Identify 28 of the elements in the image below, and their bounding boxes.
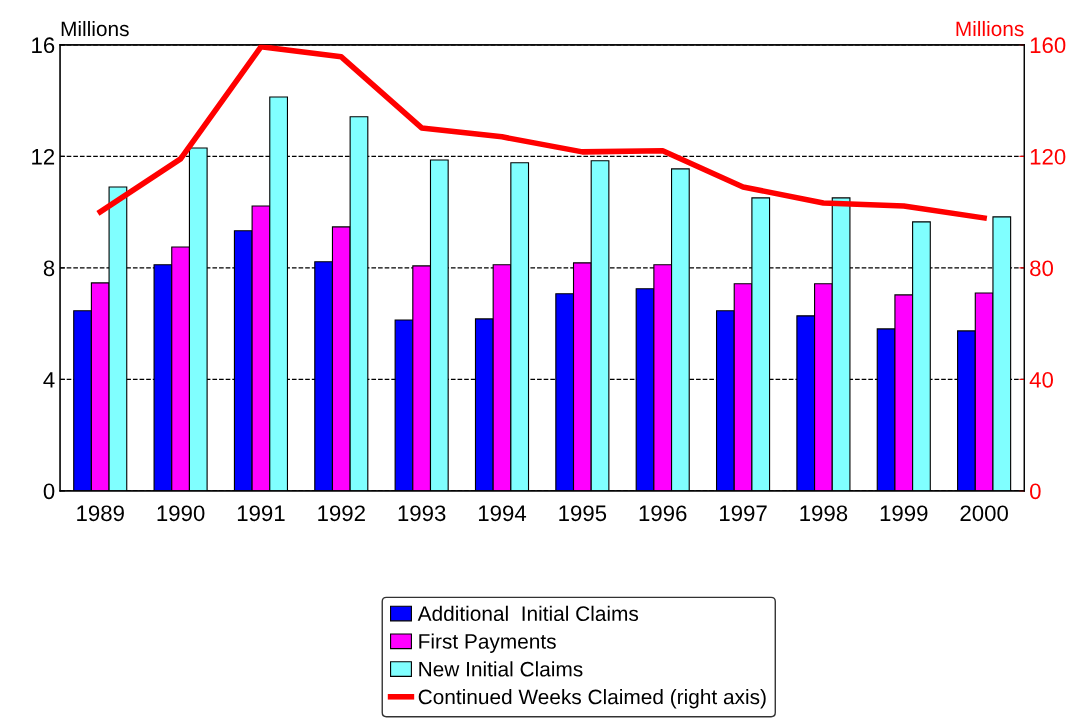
x-tick-label: 1997 [720,505,767,522]
x-tick-label: 1990 [157,505,205,522]
x-tick-label: 1989 [77,505,124,522]
y2-tick-label: 120 [1030,148,1066,165]
legend-label: Additional Initial Claims [417,605,639,622]
x-tick-label: 1995 [559,505,607,522]
legend-label: New Initial Claims [419,661,583,677]
x-tick-label: 1999 [880,505,928,522]
y2-axis-title: Millions [956,20,1024,37]
x-tick-label: 1993 [398,505,446,522]
y-tick-label: 8 [43,260,55,277]
y-tick-label: 0 [43,483,55,500]
legend-label: Continued Weeks Claimed (right axis) [418,689,766,709]
x-tick-label: 1992 [318,505,365,522]
y2-tick-label: 80 [1030,260,1054,277]
y2-tick-label: 160 [1030,37,1066,54]
y-tick-label: 12 [32,148,55,165]
y-tick-label: 4 [43,372,55,388]
y2-tick-label: 40 [1029,371,1054,388]
y-tick-label: 16 [32,37,55,54]
x-tick-label: 1991 [237,505,285,522]
y-axis-title: Millions [61,20,129,37]
x-tick-label: 1996 [639,505,687,522]
legend-label: First Payments [419,633,556,653]
y2-tick-label: 0 [1030,483,1041,500]
x-tick-label: 2000 [960,505,1008,522]
x-tick-label: 1998 [800,505,848,522]
x-tick-label: 1994 [478,505,527,522]
